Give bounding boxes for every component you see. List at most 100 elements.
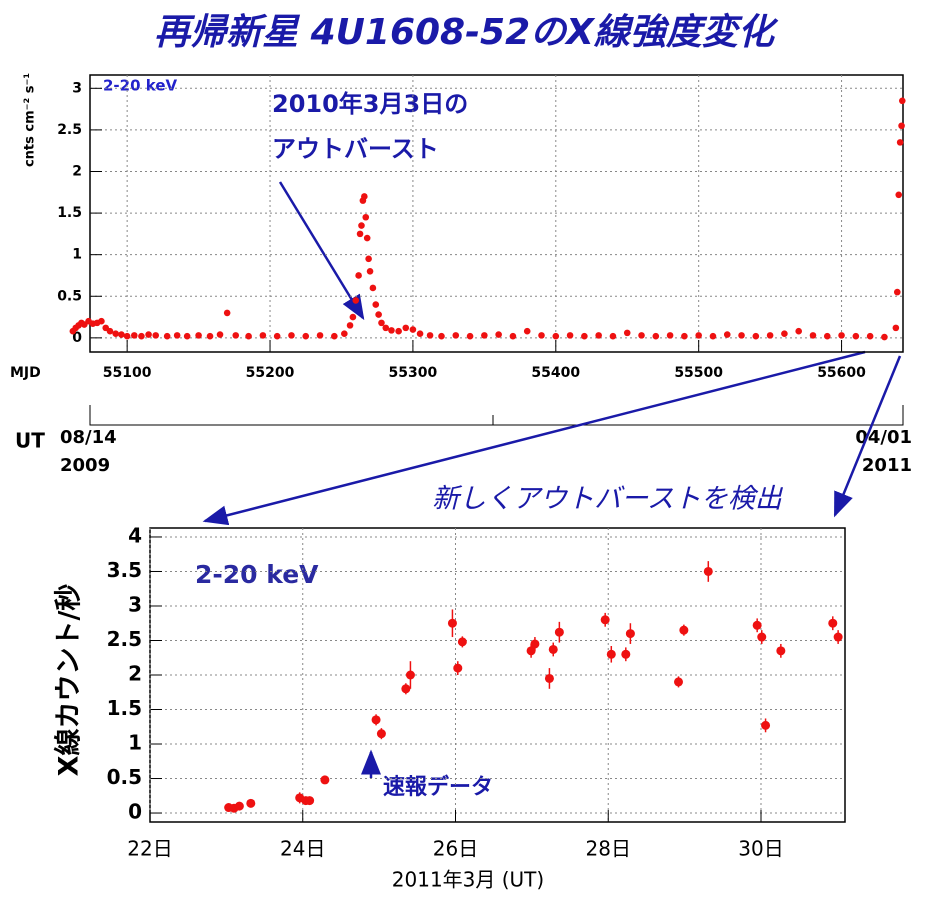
data-point (625, 629, 635, 639)
data-point (138, 332, 145, 340)
annotation: アウトバースト (272, 135, 439, 163)
data-point (538, 332, 545, 339)
data-point (723, 331, 731, 338)
data-point (674, 677, 684, 687)
data-point (130, 332, 138, 339)
data-point (98, 317, 105, 325)
data-point (621, 649, 631, 659)
data-point (118, 331, 125, 338)
ut-date: 08/14 (60, 427, 117, 448)
data-point (362, 213, 370, 221)
data-point (752, 332, 760, 340)
data-point (371, 715, 381, 725)
data-point (405, 670, 415, 680)
data-point (881, 333, 888, 341)
data-point (232, 332, 240, 339)
x-tick-label: 55400 (531, 365, 580, 381)
arrow (833, 355, 902, 518)
data-point (402, 324, 410, 332)
data-point (163, 332, 171, 340)
data-point (452, 332, 460, 339)
y-tick-label: 2 (128, 662, 142, 686)
ut-date: 2011 (862, 455, 912, 476)
data-point (363, 234, 371, 242)
data-point (426, 332, 434, 339)
data-point (145, 331, 152, 338)
data-point (898, 122, 905, 130)
data-point (523, 327, 531, 335)
data-point (898, 97, 906, 105)
data-point (666, 332, 674, 339)
title: 再帰新星 4U1608-52のX線強度変化 (154, 12, 779, 53)
data-point (183, 332, 191, 340)
data-point (638, 332, 645, 339)
data-point (703, 566, 713, 576)
y-axis-label: X線カウント/秒 (53, 584, 85, 777)
data-point (349, 313, 357, 321)
data-point (548, 644, 558, 654)
data-point (623, 329, 631, 337)
data-point (866, 332, 874, 340)
data-point (833, 632, 843, 642)
arrow (278, 181, 365, 321)
data-point (216, 331, 224, 338)
x-tick-label: 28日 (586, 837, 631, 861)
data-point (352, 297, 360, 304)
y-tick-label: 1.5 (57, 205, 82, 221)
data-point (112, 330, 120, 337)
data-point (378, 319, 385, 327)
data-point (388, 327, 395, 334)
data-point (795, 327, 802, 335)
y-tick-label: 0 (72, 330, 82, 346)
data-point (761, 720, 771, 730)
data-point (416, 330, 424, 337)
data-point (552, 332, 560, 340)
data-point (234, 801, 244, 811)
ut-date: 2009 (60, 455, 110, 476)
data-point (302, 332, 310, 340)
data-point (246, 798, 256, 808)
data-point (320, 775, 330, 785)
data-point (288, 332, 295, 339)
data-point (375, 311, 382, 318)
data-point (366, 268, 374, 275)
data-point (453, 663, 463, 673)
data-point (365, 255, 372, 263)
annotation: 速報データ (383, 774, 493, 800)
data-point (206, 332, 214, 340)
data-point (223, 309, 231, 317)
data-point (123, 332, 131, 340)
y-tick-label: 3 (128, 592, 142, 616)
x-axis-label: 2011年3月 (UT) (392, 868, 544, 892)
y-tick-label: 3 (72, 80, 82, 96)
data-point (341, 330, 348, 337)
data-point (526, 646, 536, 656)
data-point (356, 230, 364, 238)
data-point (895, 191, 903, 199)
y-tick-label: 1 (128, 731, 142, 755)
data-point (372, 301, 380, 308)
arrow (202, 350, 866, 526)
data-point (361, 193, 368, 200)
data-point (355, 272, 362, 279)
data-point (259, 332, 267, 339)
data-point (376, 729, 386, 739)
x-tick-label: 24日 (280, 837, 325, 861)
data-point (709, 332, 717, 340)
annotation: 2010年3月3日の (272, 90, 468, 118)
x-tick-label: 55600 (817, 365, 866, 381)
data-point (346, 322, 354, 329)
data-point (447, 618, 457, 628)
data-point (273, 332, 281, 340)
data-point (195, 332, 202, 339)
data-point (466, 332, 474, 340)
data-point (776, 646, 786, 656)
data-point (828, 618, 838, 628)
x-tick-label: 22日 (127, 837, 172, 861)
data-point (809, 332, 817, 339)
data-point (401, 684, 411, 694)
y-tick-label: 2 (72, 163, 82, 179)
energy-band: 2-20 keV (195, 560, 319, 589)
data-point (358, 222, 365, 229)
